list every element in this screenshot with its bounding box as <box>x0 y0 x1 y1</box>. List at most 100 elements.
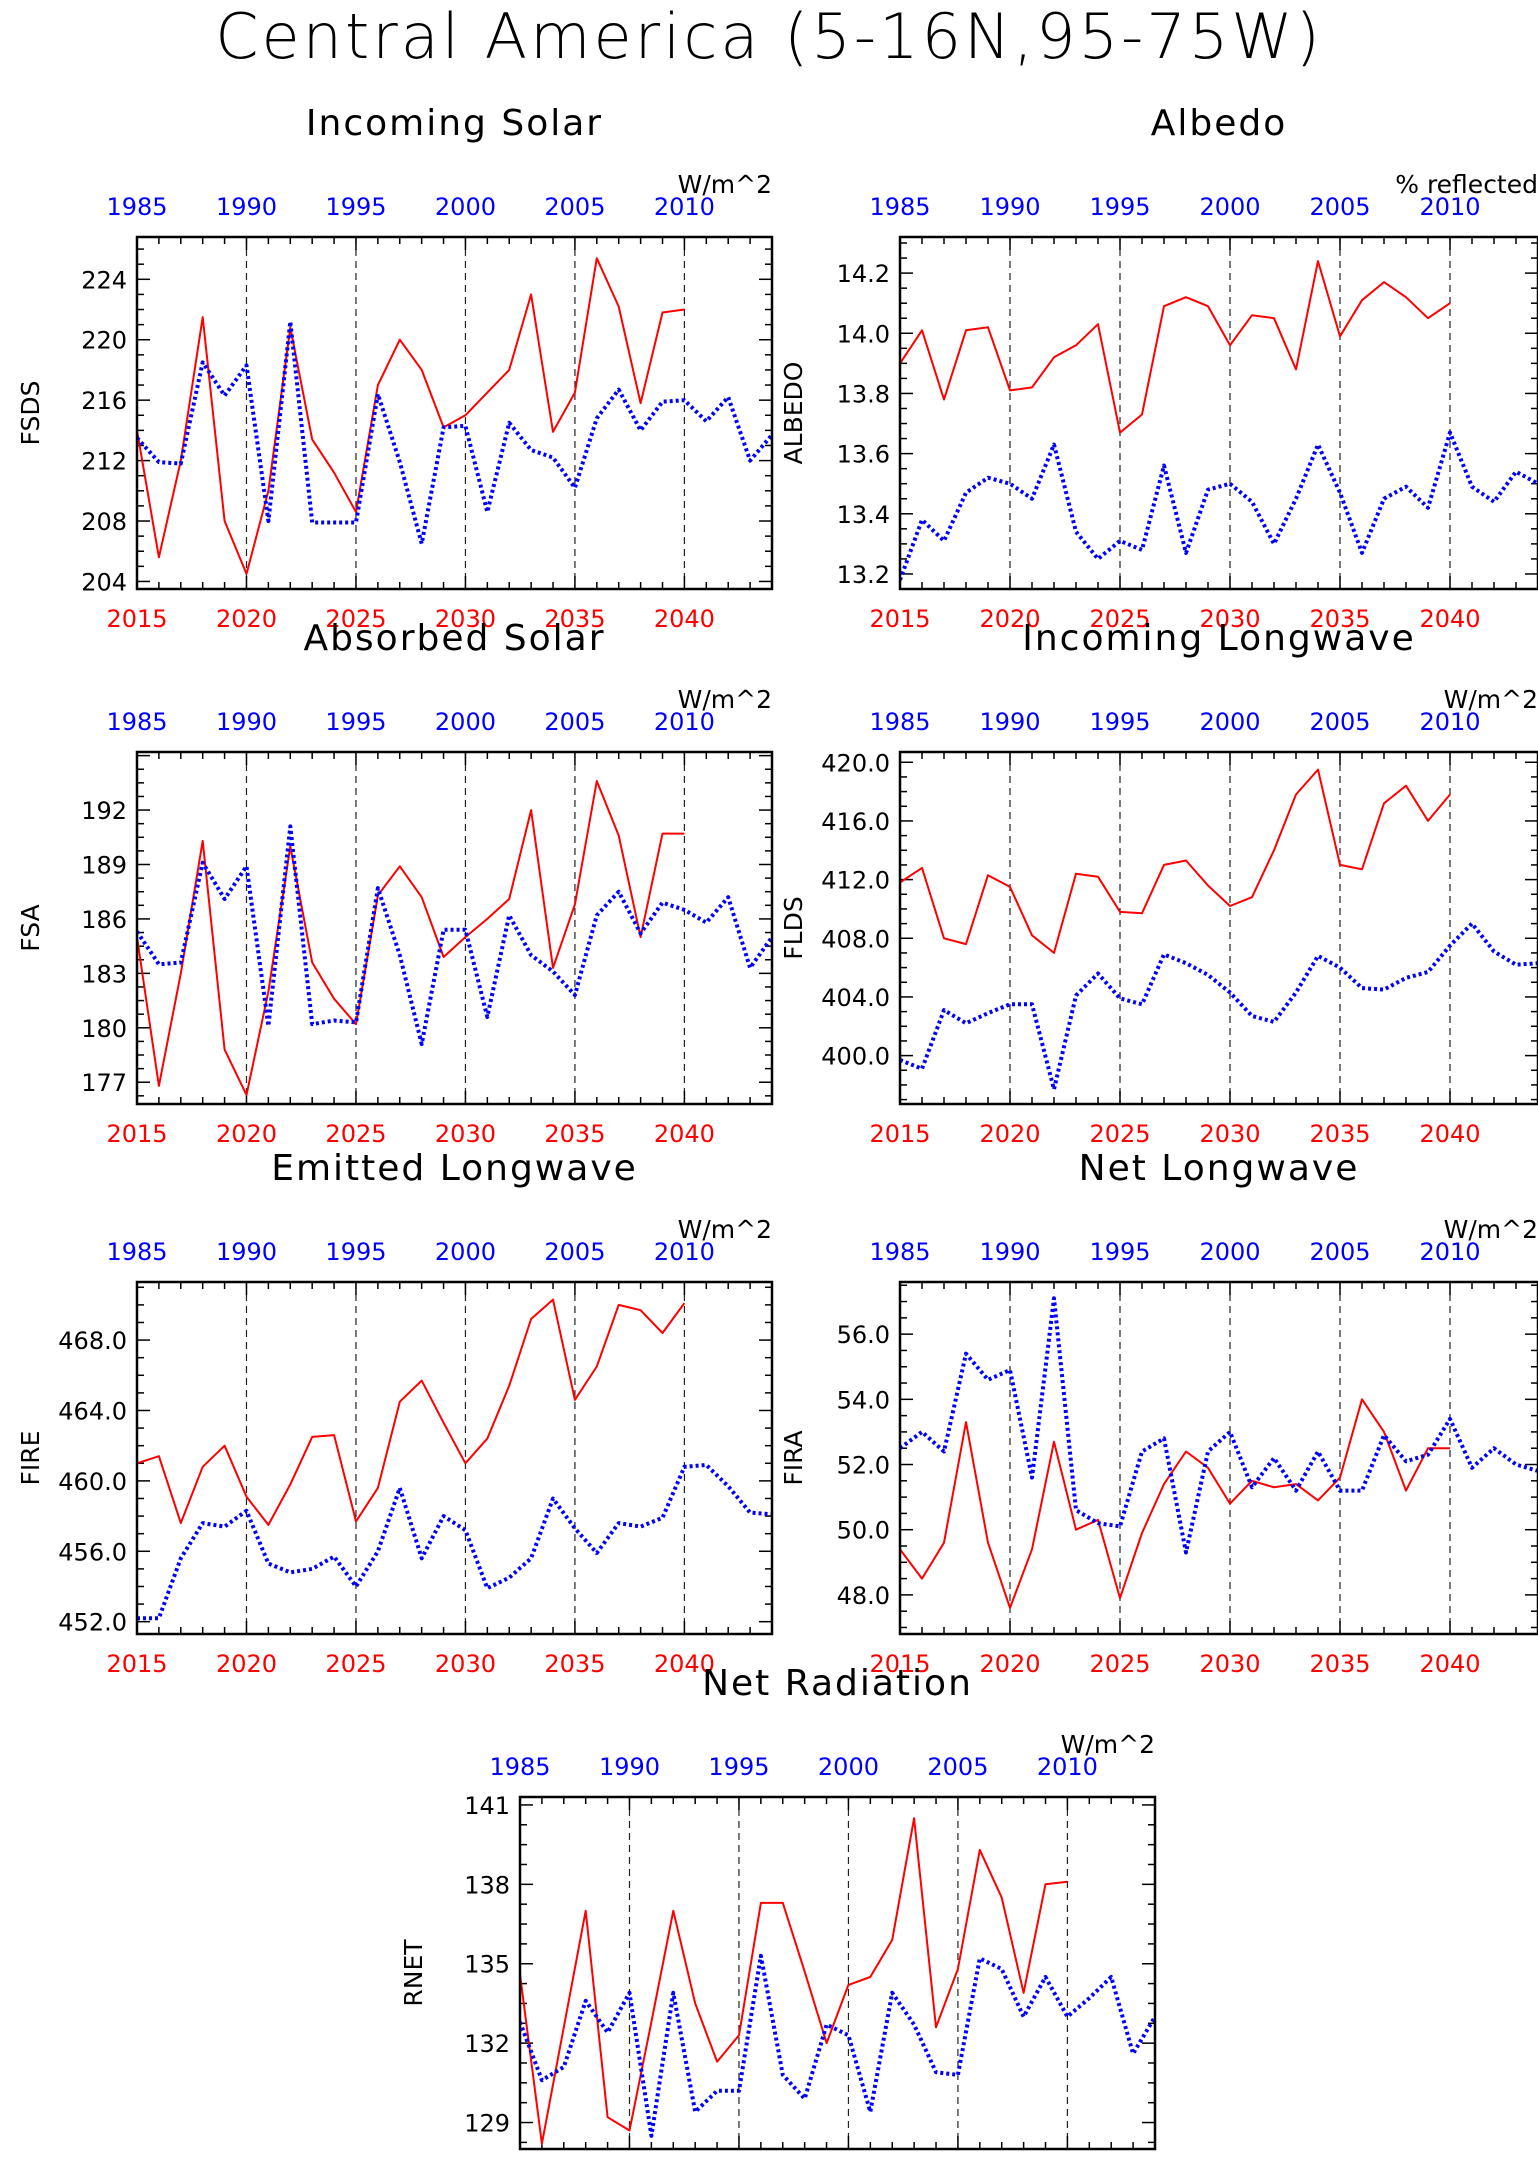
units-label: W/m^2 <box>678 170 772 199</box>
y-tick-label: 420.0 <box>821 749 890 777</box>
x-bottom-tick-label: 2025 <box>1089 605 1150 633</box>
y-tick-label: 412.0 <box>821 867 890 895</box>
x-top-tick-label: 1995 <box>708 1753 769 1781</box>
y-tick-label: 52.0 <box>837 1452 890 1480</box>
x-bottom-tick-label: 2020 <box>979 605 1040 633</box>
series-line-projected <box>137 257 685 575</box>
x-bottom-tick-label: 2030 <box>1199 605 1260 633</box>
x-top-tick-label: 2005 <box>544 1238 605 1266</box>
x-top-tick-label: 2005 <box>927 1753 988 1781</box>
x-bottom-tick-label: 2015 <box>869 1650 930 1678</box>
chart-panel: Emitted Longwave W/m^2 FIRE 452.0 456.0 460.0… <box>16 1148 774 1678</box>
series-line-historical <box>900 921 1538 1092</box>
x-bottom-tick-label: 2025 <box>325 605 386 633</box>
plot-frame <box>135 1280 774 1636</box>
panel-title: Incoming Solar <box>306 103 603 144</box>
y-tick-label: 204 <box>81 568 127 596</box>
y-tick-label: 416.0 <box>821 808 890 836</box>
x-bottom-tick-label: 2025 <box>1089 1650 1150 1678</box>
x-top-tick-label: 1995 <box>325 708 386 736</box>
y-tick-label: 208 <box>81 508 127 536</box>
y-tick-label: 183 <box>81 960 127 988</box>
y-axis-label: FLDS <box>779 896 808 959</box>
x-bottom-tick-label: 2035 <box>1309 1120 1370 1148</box>
units-label: W/m^2 <box>1444 1215 1538 1244</box>
y-tick-label: 189 <box>81 851 127 879</box>
x-top-tick-label: 1990 <box>216 1238 277 1266</box>
plot-frame <box>135 235 774 591</box>
x-top-tick-label: 1990 <box>599 1753 660 1781</box>
y-axis-label: FIRE <box>16 1431 45 1486</box>
y-tick-label: 468.0 <box>58 1327 127 1355</box>
x-bottom-tick-label: 2030 <box>435 1650 496 1678</box>
x-top-tick-label: 2000 <box>1199 708 1260 736</box>
series-line-projected <box>137 780 685 1096</box>
y-tick-label: 177 <box>81 1069 127 1097</box>
x-bottom-tick-label: 2040 <box>654 605 715 633</box>
y-axis-label: ALBEDO <box>779 362 808 465</box>
chart-panel: Net Radiation W/m^2 RNET 129 132 135 138 141 201… <box>399 1663 1157 2151</box>
panel-title: Net Radiation <box>702 1663 973 1704</box>
chart-panel: Albedo % reflected ALBEDO 13.2 13.4 13.6 13.8 1… <box>779 103 1538 633</box>
x-top-tick-label: 2000 <box>818 1753 879 1781</box>
y-tick-label: 186 <box>81 906 127 934</box>
x-bottom-tick-label: 2025 <box>325 1650 386 1678</box>
x-bottom-tick-label: 2035 <box>544 1120 605 1148</box>
y-tick-label: 456.0 <box>58 1538 127 1566</box>
chart-panel: Absorbed Solar W/m^2 FSA 177 180 183 186 189 192… <box>16 618 774 1148</box>
y-axis-label: FIRA <box>779 1430 808 1485</box>
series-line-historical <box>900 1296 1538 1555</box>
x-top-tick-label: 1985 <box>869 193 930 221</box>
x-top-tick-label: 1985 <box>106 1238 167 1266</box>
y-tick-label: 460.0 <box>58 1468 127 1496</box>
x-bottom-tick-label: 2030 <box>1199 1650 1260 1678</box>
x-top-tick-label: 1995 <box>1089 708 1150 736</box>
units-label: W/m^2 <box>1444 685 1538 714</box>
x-bottom-tick-label: 2020 <box>979 1120 1040 1148</box>
x-top-tick-label: 1995 <box>325 193 386 221</box>
y-tick-label: 212 <box>81 448 127 476</box>
y-tick-label: 13.6 <box>837 441 890 469</box>
figure-title: Central America (5-16N,95-75W) <box>215 0 1323 73</box>
x-bottom-tick-label: 2035 <box>1309 605 1370 633</box>
series-line-projected <box>520 1817 1068 2145</box>
x-top-tick-label: 2010 <box>654 1238 715 1266</box>
x-top-tick-label: 1990 <box>216 708 277 736</box>
x-bottom-tick-label: 2015 <box>106 1650 167 1678</box>
y-tick-label: 13.2 <box>837 561 890 589</box>
units-label: W/m^2 <box>678 685 772 714</box>
x-top-tick-label: 2005 <box>544 193 605 221</box>
x-bottom-tick-label: 2035 <box>544 1650 605 1678</box>
x-top-tick-label: 2005 <box>544 708 605 736</box>
series-line-historical <box>137 1463 772 1621</box>
x-bottom-tick-label: 2040 <box>654 1120 715 1148</box>
x-bottom-tick-label: 2040 <box>1419 1650 1480 1678</box>
series-line-projected <box>137 1298 686 1526</box>
plot-frame <box>898 235 1538 591</box>
panel-title: Absorbed Solar <box>303 618 605 659</box>
x-top-tick-label: 2010 <box>1419 193 1480 221</box>
chart-panel: Net Longwave W/m^2 FIRA 48.0 50.0 52.0 54.0 56.… <box>779 1148 1538 1678</box>
units-label: W/m^2 <box>678 1215 772 1244</box>
y-tick-label: 56.0 <box>837 1321 890 1349</box>
y-tick-label: 224 <box>81 266 127 294</box>
panel-title: Net Longwave <box>1079 1148 1360 1189</box>
panel-title: Incoming Longwave <box>1022 618 1416 659</box>
x-top-tick-label: 2010 <box>1419 708 1480 736</box>
y-tick-label: 129 <box>464 2110 510 2138</box>
x-bottom-tick-label: 2015 <box>106 1120 167 1148</box>
series-line-projected <box>900 1398 1450 1609</box>
x-top-tick-label: 1985 <box>489 1753 550 1781</box>
x-top-tick-label: 2010 <box>1419 1238 1480 1266</box>
x-bottom-tick-label: 2015 <box>869 605 930 633</box>
x-top-tick-label: 2005 <box>1309 1238 1370 1266</box>
x-bottom-tick-label: 2030 <box>1199 1120 1260 1148</box>
x-top-tick-label: 2010 <box>654 708 715 736</box>
x-bottom-tick-label: 2020 <box>979 1650 1040 1678</box>
series-line-historical <box>520 1953 1155 2138</box>
y-tick-label: 216 <box>81 387 127 415</box>
x-bottom-tick-label: 2020 <box>216 1650 277 1678</box>
y-axis-label: RNET <box>399 1939 428 2007</box>
plot-frame <box>135 750 774 1106</box>
